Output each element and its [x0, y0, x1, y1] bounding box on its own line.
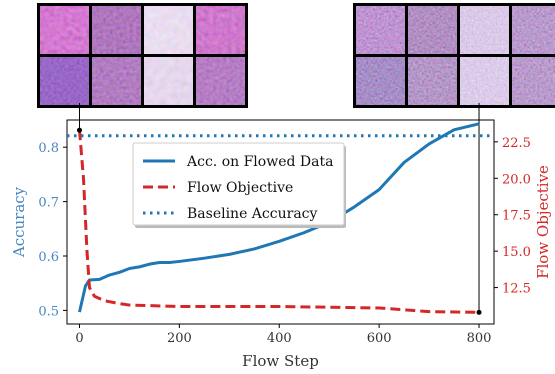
legend-label: Baseline Accuracy	[187, 206, 318, 222]
flowed-patch-1-tint	[356, 6, 405, 54]
histology-patch-4	[196, 6, 245, 54]
series-layer	[67, 122, 494, 315]
flowed-patch-7-tint	[460, 57, 509, 105]
axes-frame	[66, 119, 495, 325]
data-point-marker	[76, 127, 82, 133]
histology-patch-3-tint	[144, 6, 193, 54]
original-image-panel	[37, 3, 248, 108]
histology-patch-1-tint	[40, 6, 89, 54]
histology-patch-2	[92, 6, 141, 54]
histology-patch-8	[196, 57, 245, 105]
right-y-axis-title: Flow Objective	[534, 165, 552, 279]
flowed-image-panel	[353, 3, 555, 108]
flowed-patch-2	[408, 6, 457, 54]
left-y-tick-label: 0.5	[38, 304, 59, 319]
histology-patch-4-tint	[196, 6, 245, 54]
legend-label: Flow Objective	[187, 180, 293, 196]
flowed-patch-2-tint	[408, 6, 457, 54]
flowed-patch-3	[460, 6, 509, 54]
histology-patch-5-tint	[40, 57, 89, 105]
histology-patch-7-tint	[144, 57, 193, 105]
flowed-patch-3-tint	[460, 6, 509, 54]
x-tick-label: 600	[367, 331, 392, 346]
ticks-layer: 0 200 400 600 800 0.5 0.6 0.7 0.8 12.5 15.0 17.5 20.…	[38, 136, 531, 346]
flowed-patch-7	[460, 57, 509, 105]
left-y-axis-title: Accuracy	[10, 186, 28, 258]
flowed-patch-1	[356, 6, 405, 54]
flowed-patch-5-tint	[356, 57, 405, 105]
series-acc-on-flowed-data-line	[78, 122, 480, 313]
histology-patch-2-tint	[92, 6, 141, 54]
left-y-tick-label: 0.6	[38, 250, 59, 265]
flowed-patch-6	[408, 57, 457, 105]
flowed-patch-4-tint	[512, 6, 555, 54]
flowed-patch-6-tint	[408, 57, 457, 105]
right-y-tick-label: 15.0	[502, 245, 531, 260]
histology-patch-5	[40, 57, 89, 105]
data-point-marker	[476, 309, 482, 315]
histology-patch-7	[144, 57, 193, 105]
left-y-tick-label: 0.8	[38, 141, 59, 156]
flowed-patch-5	[356, 57, 405, 105]
legend-box	[132, 142, 345, 226]
legend: Acc. on Flowed Data Flow Objective Baselin…	[132, 142, 346, 228]
histology-patch-6	[92, 57, 141, 105]
x-axis-title: Flow Step	[242, 352, 319, 370]
flowed-patch-8-tint	[512, 57, 555, 105]
x-tick-label: 400	[267, 331, 292, 346]
right-y-tick-label: 12.5	[502, 282, 531, 297]
x-tick-label: 800	[467, 331, 492, 346]
plot-area: 0 200 400 600 800 0.5 0.6 0.7 0.8 12.5 15.0 17.5 20.…	[38, 119, 531, 346]
histology-patch-8-tint	[196, 57, 245, 105]
right-y-tick-label: 20.0	[502, 172, 531, 187]
x-tick-label: 0	[75, 331, 83, 346]
right-y-tick-label: 22.5	[502, 136, 531, 151]
flowed-patch-4	[512, 6, 555, 54]
flowed-patch-8	[512, 57, 555, 105]
histology-patch-1	[40, 6, 89, 54]
legend-label: Acc. on Flowed Data	[186, 154, 333, 170]
x-tick-label: 200	[167, 331, 192, 346]
series-flow-objective-line	[77, 130, 480, 314]
histology-patch-3	[144, 6, 193, 54]
left-y-tick-label: 0.7	[38, 196, 59, 211]
histology-patch-6-tint	[92, 57, 141, 105]
right-y-tick-label: 17.5	[502, 209, 531, 224]
